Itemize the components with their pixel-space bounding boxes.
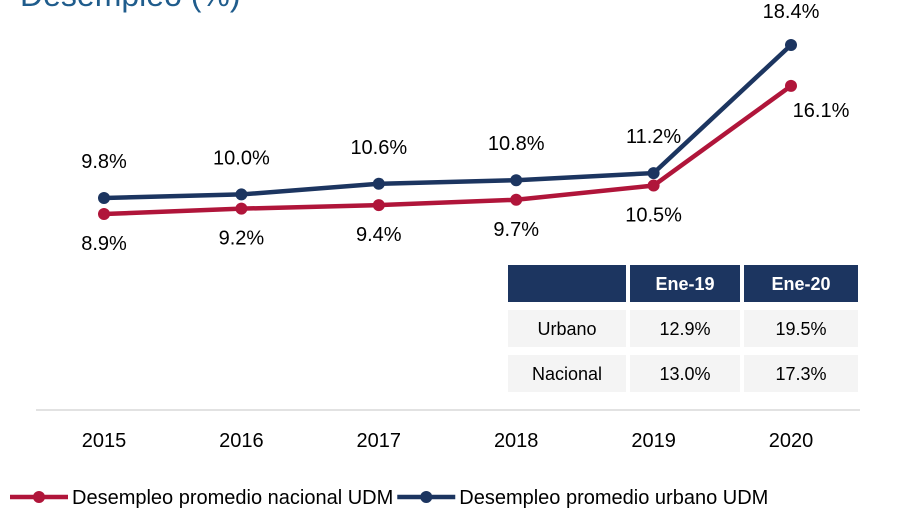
data-point	[785, 79, 797, 92]
data-label: 10.5%	[625, 205, 682, 227]
table-cell-text: 19.5%	[775, 319, 826, 339]
x-tick-label: 2018	[494, 430, 539, 452]
data-point	[372, 199, 385, 212]
data-label: 9.8%	[81, 151, 127, 173]
table-header-cell	[630, 265, 740, 302]
x-tick-label: 2015	[82, 430, 127, 452]
x-tick-label: 2017	[357, 430, 402, 452]
table-row-label: Urbano	[537, 319, 596, 339]
data-point	[510, 193, 523, 206]
legend-label: Desempleo promedio urbano UDM	[459, 487, 768, 509]
table-cell	[630, 355, 740, 392]
data-point	[647, 167, 660, 180]
data-point	[372, 177, 385, 190]
data-label: 9.4%	[356, 224, 402, 246]
table-cell	[744, 310, 858, 347]
legend-item: Desempleo promedio nacional UDM	[10, 487, 393, 509]
x-tick-label: 2016	[219, 430, 264, 452]
table-row-label: Nacional	[532, 364, 602, 384]
data-point	[98, 208, 110, 220]
data-point	[510, 174, 523, 187]
chart-title: Desempleo (%)	[20, 0, 241, 13]
x-tick-label: 2020	[769, 430, 814, 452]
table-header-text: Ene-20	[771, 274, 830, 294]
table-header-text: Ene-19	[655, 274, 714, 294]
table-cell-text: 17.3%	[775, 364, 826, 384]
data-point	[235, 202, 248, 215]
data-label: 10.8%	[488, 133, 545, 155]
table-cell	[508, 355, 626, 392]
legend-item: Desempleo promedio urbano UDM	[397, 487, 768, 509]
data-point	[785, 39, 797, 51]
data-label: 11.2%	[626, 126, 681, 148]
legend-label: Desempleo promedio nacional UDM	[72, 487, 393, 509]
series-line	[103, 84, 793, 217]
table-cell	[508, 310, 626, 347]
data-label: 10.0%	[213, 147, 270, 169]
table-header-cell	[508, 265, 626, 302]
data-label: 10.6%	[350, 137, 407, 159]
table: Ene-19 Ene-20 Urbano 12.9% 19.5% Nacional 13.0…	[508, 265, 858, 392]
table-cell	[630, 310, 740, 347]
data-label: 16.1%	[793, 100, 850, 122]
data-label: 9.7%	[493, 219, 539, 241]
table-cell-text: 13.0%	[659, 364, 710, 384]
legend-marker	[33, 491, 45, 503]
data-point	[98, 191, 110, 204]
data-label: 8.9%	[81, 233, 127, 255]
data-label: 9.2%	[219, 228, 265, 250]
data-point	[647, 179, 660, 192]
data-point	[235, 188, 248, 201]
series-line	[103, 43, 793, 201]
table-cell	[744, 355, 858, 392]
data-label: 18.4%	[763, 1, 820, 23]
table-cell-text: 12.9%	[659, 319, 710, 339]
x-tick-label: 2019	[631, 430, 676, 452]
table-header-cell	[744, 265, 858, 302]
legend-marker	[420, 491, 433, 503]
